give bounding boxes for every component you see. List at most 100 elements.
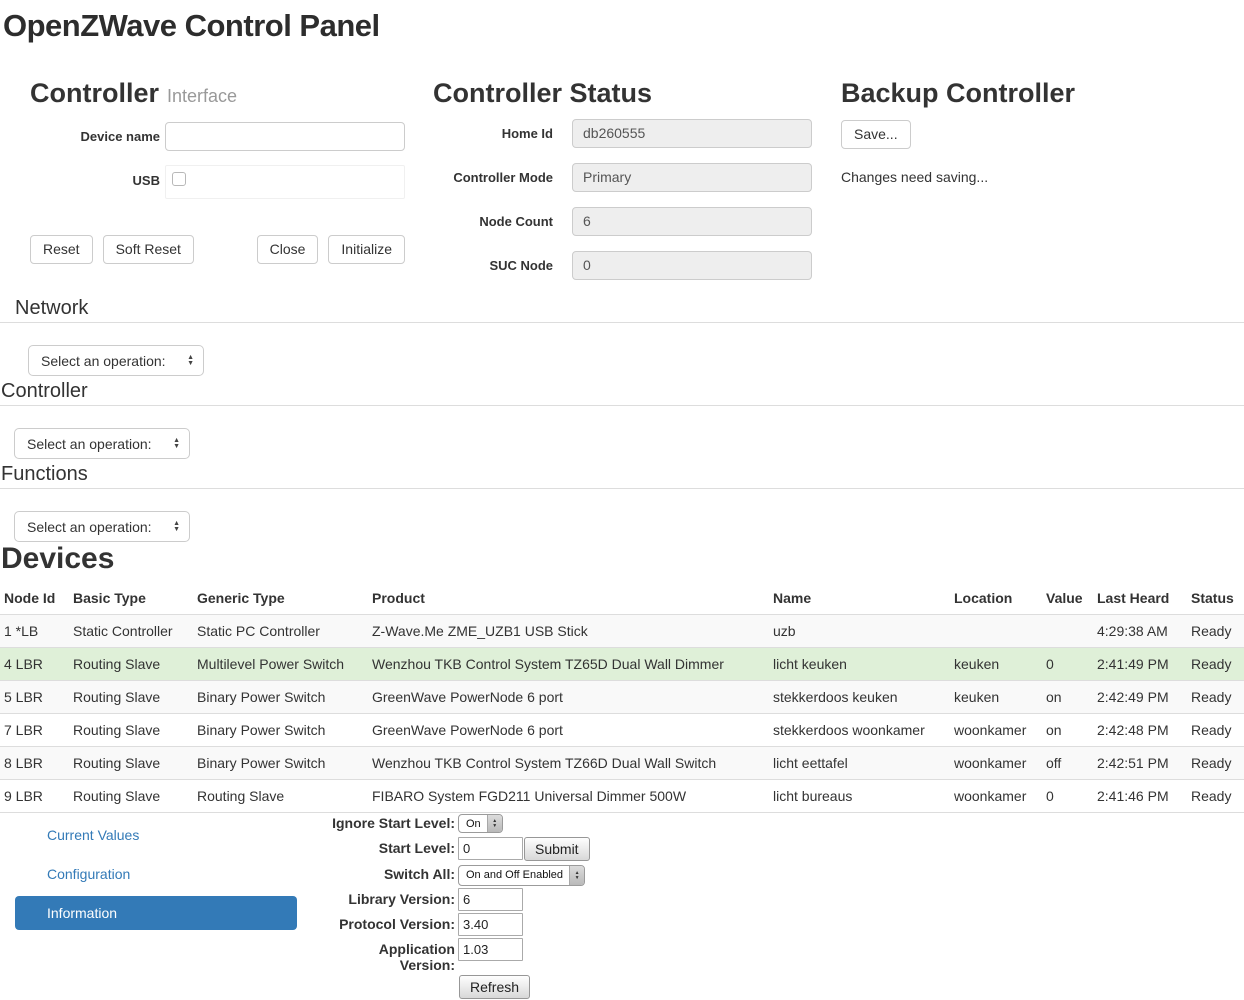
controller-mode-value: Primary xyxy=(572,163,812,192)
ignore-start-level-label: Ignore Start Level: xyxy=(332,815,455,831)
column-header-generic-type: Generic Type xyxy=(193,584,368,615)
close-button[interactable]: Close xyxy=(256,235,319,264)
device-row[interactable]: 8 LBR Routing Slave Binary Power Switch Wen… xyxy=(0,746,1244,780)
application-version-row: Application Version: xyxy=(330,938,670,973)
select-arrows-icon: ▲ ▼ xyxy=(187,353,194,367)
column-header-value: Value xyxy=(1042,584,1093,615)
column-header-node-id: Node Id xyxy=(0,584,69,615)
backup-status-text: Changes need saving... xyxy=(841,169,989,185)
device-cell: Routing Slave xyxy=(193,779,368,813)
tab-information[interactable]: Information xyxy=(15,896,297,930)
device-name-input[interactable] xyxy=(165,122,405,151)
device-cell: licht eettafel xyxy=(769,746,950,780)
ignore-start-level-select[interactable]: On ▲ ▼ xyxy=(458,814,503,833)
tab-item: Configuration xyxy=(15,857,297,891)
device-row[interactable]: 9 LBR Routing Slave Routing Slave FIBARO Sy… xyxy=(0,779,1244,813)
device-cell: Static PC Controller xyxy=(193,614,368,648)
library-version-row: Library Version: xyxy=(330,888,670,911)
ignore-start-level-value: On xyxy=(466,818,481,830)
protocol-version-label: Protocol Version: xyxy=(339,916,455,932)
home-id-label: Home Id xyxy=(501,126,553,141)
network-section-title: Network xyxy=(15,297,89,319)
device-cell: Binary Power Switch xyxy=(193,680,368,714)
controller-operation-select[interactable]: Select an operation: ▲ ▼ xyxy=(14,428,190,459)
switch-all-select[interactable]: On and Off Enabled ▲ ▼ xyxy=(458,865,586,886)
reset-button[interactable]: Reset xyxy=(30,235,93,264)
device-row[interactable]: 7 LBR Routing Slave Binary Power Switch Gre… xyxy=(0,713,1244,747)
device-cell: uzb xyxy=(769,614,950,648)
usb-label: USB xyxy=(132,173,160,188)
select-arrows-icon: ▲ ▼ xyxy=(173,436,180,450)
device-cell: off xyxy=(1042,746,1093,780)
column-header-product: Product xyxy=(368,584,769,615)
device-row[interactable]: 5 LBR Routing Slave Binary Power Switch Gre… xyxy=(0,680,1244,714)
tab-current-values[interactable]: Current Values xyxy=(47,827,140,843)
ignore-start-level-row: Ignore Start Level: On ▲ ▼ xyxy=(330,812,670,835)
start-level-input[interactable] xyxy=(458,837,523,860)
controller-title-text: Controller xyxy=(30,78,160,108)
device-detail-form: Ignore Start Level: On ▲▼ Start Level: S… xyxy=(330,812,670,1000)
device-cell: woonkamer xyxy=(950,779,1042,813)
library-version-input[interactable] xyxy=(458,888,523,911)
device-cell: Binary Power Switch xyxy=(193,713,368,747)
initialize-button[interactable]: Initialize xyxy=(328,235,405,264)
devices-table: Node Id Basic Type Generic Type Product Name… xyxy=(0,584,1244,813)
controller-mode-row: Controller Mode Primary xyxy=(433,163,812,192)
device-cell: stekkerdoos woonkamer xyxy=(769,713,950,747)
device-cell: stekkerdoos keuken xyxy=(769,680,950,714)
tab-configuration[interactable]: Configuration xyxy=(47,866,131,882)
submit-button[interactable]: Submit xyxy=(524,837,590,861)
device-cell: 2:41:46 PM xyxy=(1093,779,1187,813)
column-header-basic-type: Basic Type xyxy=(69,584,193,615)
controller-status-title: Controller Status xyxy=(433,78,653,108)
page-title: OpenZWave Control Panel xyxy=(3,8,380,43)
device-cell: 1 *LB xyxy=(0,614,69,648)
network-section: Network Select an operation: ▲ ▼ xyxy=(0,296,1244,376)
device-cell: Ready xyxy=(1187,680,1244,714)
device-cell: 4:29:38 AM xyxy=(1093,614,1187,648)
controller-buttons: Reset Soft Reset Close Initialize xyxy=(30,235,405,264)
device-cell: 5 LBR xyxy=(0,680,69,714)
functions-section-title: Functions xyxy=(1,463,88,485)
device-cell: GreenWave PowerNode 6 port xyxy=(368,680,769,714)
device-cell: Multilevel Power Switch xyxy=(193,647,368,681)
select-arrows-icon: ▲ ▼ xyxy=(173,519,180,533)
home-id-row: Home Id db260555 xyxy=(433,119,812,148)
node-count-label: Node Count xyxy=(479,214,553,229)
functions-operation-select[interactable]: Select an operation: ▲ ▼ xyxy=(14,511,190,542)
soft-reset-button[interactable]: Soft Reset xyxy=(102,235,194,264)
network-operation-select[interactable]: Select an operation: ▲ ▼ xyxy=(28,345,204,376)
device-row[interactable]: 1 *LB Static Controller Static PC Controll… xyxy=(0,614,1244,648)
usb-checkbox[interactable] xyxy=(172,172,186,186)
select-chevrons-icon: ▲ ▼ xyxy=(486,815,502,832)
start-level-row: Start Level: Submit xyxy=(330,837,670,861)
application-version-input[interactable] xyxy=(458,938,523,961)
device-cell: keuken xyxy=(950,647,1042,681)
device-cell: Routing Slave xyxy=(69,779,193,813)
device-name-row: Device name xyxy=(30,122,405,151)
device-detail-tabs: Current Values Configuration Information xyxy=(15,818,297,935)
device-row[interactable]: 4 LBR Routing Slave Multilevel Power Switc… xyxy=(0,647,1244,681)
device-cell: Static Controller xyxy=(69,614,193,648)
library-version-label: Library Version: xyxy=(348,891,455,907)
device-cell: 0 xyxy=(1042,647,1093,681)
devices-table-header-row: Node Id Basic Type Generic Type Product Name… xyxy=(0,584,1244,615)
device-cell: keuken xyxy=(950,680,1042,714)
device-cell: 8 LBR xyxy=(0,746,69,780)
save-button[interactable]: Save... xyxy=(841,120,911,149)
network-operation-selected: Select an operation: xyxy=(41,352,166,369)
refresh-button[interactable]: Refresh xyxy=(459,975,531,999)
device-cell: licht bureaus xyxy=(769,779,950,813)
device-cell: Routing Slave xyxy=(69,713,193,747)
device-cell: Routing Slave xyxy=(69,647,193,681)
device-cell: Routing Slave xyxy=(69,746,193,780)
device-cell: 7 LBR xyxy=(0,713,69,747)
device-cell: 2:42:48 PM xyxy=(1093,713,1187,747)
tab-item: Current Values xyxy=(15,818,297,852)
protocol-version-input[interactable] xyxy=(458,913,523,936)
device-cell: Ready xyxy=(1187,614,1244,648)
suc-node-value: 0 xyxy=(572,251,812,280)
suc-node-label: SUC Node xyxy=(489,258,553,273)
device-cell: GreenWave PowerNode 6 port xyxy=(368,713,769,747)
